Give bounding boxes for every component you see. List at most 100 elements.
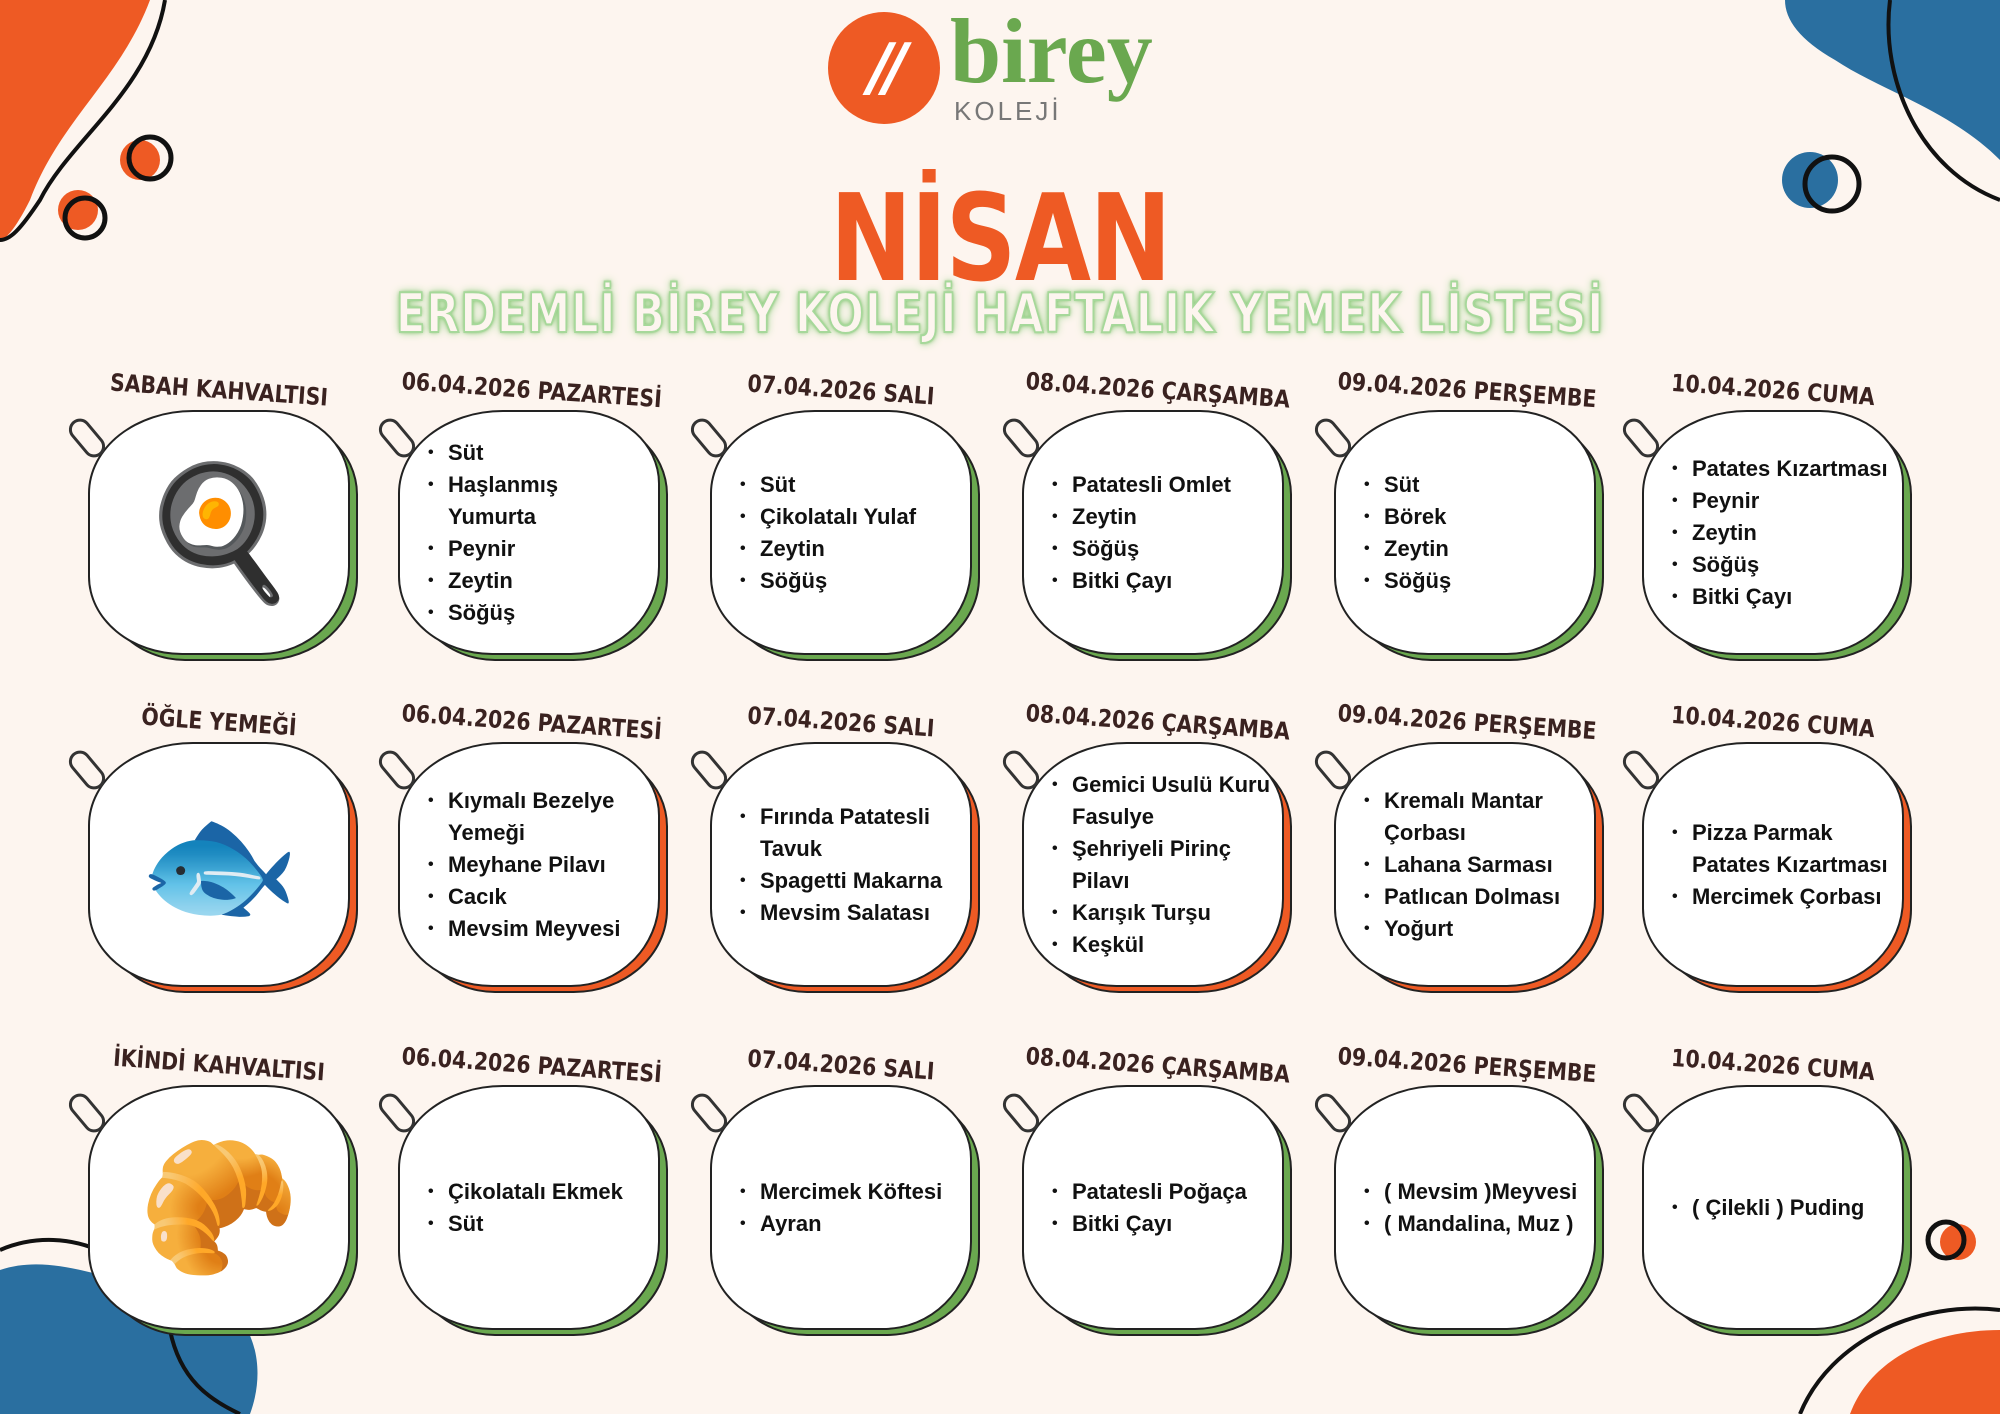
menu-card: SütÇikolatalı YulafZeytinSöğüş xyxy=(686,410,980,661)
menu-list: Kıymalı Bezelye YemeğiMeyhane PilavıCacı… xyxy=(422,785,648,945)
menu-card: SütBörekZeytinSöğüş xyxy=(1310,410,1604,661)
menu-card: Pizza Parmak Patates KızartmasıMercimek … xyxy=(1618,742,1912,993)
menu-item: Zeytin xyxy=(422,565,648,597)
fish-plate-icon: 🐟 xyxy=(138,791,300,937)
menu-list: Fırında Patatesli TavukSpagetti MakarnaM… xyxy=(734,801,960,929)
menu-item: ( Mandalina, Muz ) xyxy=(1358,1208,1577,1240)
menu-list: Mercimek KöftesiAyran xyxy=(734,1176,942,1240)
menu-card: SütHaşlanmış YumurtaPeynirZeytinSöğüş xyxy=(374,410,668,661)
menu-item: Lahana Sarması xyxy=(1358,849,1584,881)
menu-item: Karışık Turşu xyxy=(1046,897,1272,929)
menu-item: Patatesli Poğaça xyxy=(1046,1176,1247,1208)
menu-item: Kremalı Mantar Çorbası xyxy=(1358,785,1584,849)
meal-image-card: 🍳 xyxy=(64,410,358,661)
menu-list: Patatesli PoğaçaBitki Çayı xyxy=(1046,1176,1247,1240)
menu-item: Yoğurt xyxy=(1358,913,1584,945)
menu-card: Fırında Patatesli TavukSpagetti MakarnaM… xyxy=(686,742,980,993)
menu-item: Patates Kızartması xyxy=(1666,453,1888,485)
menu-list: SütÇikolatalı YulafZeytinSöğüş xyxy=(734,469,916,597)
menu-item: Söğüş xyxy=(1046,533,1231,565)
menu-list: Patatesli OmletZeytinSöğüşBitki Çayı xyxy=(1046,469,1231,597)
logo-sub: KOLEJİ xyxy=(954,96,1062,126)
menu-card: Kıymalı Bezelye YemeğiMeyhane PilavıCacı… xyxy=(374,742,668,993)
card-face: Gemici Usulü Kuru FasulyeŞehriyeli Pirin… xyxy=(1022,742,1284,987)
menu-list: Patates KızartmasıPeynirZeytinSöğüşBitki… xyxy=(1666,453,1888,613)
menu-item: Gemici Usulü Kuru Fasulye xyxy=(1046,769,1272,833)
logo-name: birey xyxy=(950,0,1153,102)
card-face: Çikolatalı EkmekSüt xyxy=(398,1085,660,1330)
menu-item: Zeytin xyxy=(1358,533,1451,565)
menu-item: Süt xyxy=(422,1208,623,1240)
card-face: Patatesli OmletZeytinSöğüşBitki Çayı xyxy=(1022,410,1284,655)
menu-item: Fırında Patatesli Tavuk xyxy=(734,801,960,865)
logo-mark-icon: // xyxy=(828,12,940,124)
card-face: SütBörekZeytinSöğüş xyxy=(1334,410,1596,655)
menu-card: Patatesli OmletZeytinSöğüşBitki Çayı xyxy=(998,410,1292,661)
menu-item: Süt xyxy=(734,469,916,501)
menu-item: Söğüş xyxy=(734,565,916,597)
card-face: Patatesli PoğaçaBitki Çayı xyxy=(1022,1085,1284,1330)
card-face: ( Çilekli ) Puding xyxy=(1642,1085,1904,1330)
menu-item: Patatesli Omlet xyxy=(1046,469,1231,501)
card-face: 🥐 xyxy=(88,1085,350,1330)
menu-item: Peynir xyxy=(1666,485,1888,517)
menu-item: Mevsim Salatası xyxy=(734,897,960,929)
menu-item: Ayran xyxy=(734,1208,942,1240)
menu-item: Söğüş xyxy=(1358,565,1451,597)
menu-list: Pizza Parmak Patates KızartmasıMercimek … xyxy=(1666,817,1892,913)
menu-card: Patates KızartmasıPeynirZeytinSöğüşBitki… xyxy=(1618,410,1912,661)
menu-item: Patlıcan Dolması xyxy=(1358,881,1584,913)
menu-item: Pizza Parmak Patates Kızartması xyxy=(1666,817,1892,881)
card-face: Pizza Parmak Patates KızartmasıMercimek … xyxy=(1642,742,1904,987)
menu-item: Spagetti Makarna xyxy=(734,865,960,897)
menu-card: ( Mevsim )Meyvesi( Mandalina, Muz ) xyxy=(1310,1085,1604,1336)
menu-item: Cacık xyxy=(422,881,648,913)
menu-card: Gemici Usulü Kuru FasulyeŞehriyeli Pirin… xyxy=(998,742,1292,993)
card-face: 🍳 xyxy=(88,410,350,655)
menu-list: Kremalı Mantar ÇorbasıLahana SarmasıPatl… xyxy=(1358,785,1584,945)
menu-item: Kıymalı Bezelye Yemeği xyxy=(422,785,648,849)
menu-card: Patatesli PoğaçaBitki Çayı xyxy=(998,1085,1292,1336)
menu-item: Şehriyeli Pirinç Pilavı xyxy=(1046,833,1272,897)
breakfast-plate-icon: 🍳 xyxy=(138,459,300,605)
menu-item: Bitki Çayı xyxy=(1046,1208,1247,1240)
menu-item: Börek xyxy=(1358,501,1451,533)
menu-card: Mercimek KöftesiAyran xyxy=(686,1085,980,1336)
croissant-plate-icon: 🥐 xyxy=(138,1134,300,1280)
month-title: NİSAN xyxy=(829,170,1172,309)
menu-subtitle: ERDEMLİ BİREY KOLEJİ HAFTALIK YEMEK LİST… xyxy=(395,281,1605,346)
menu-item: ( Çilekli ) Puding xyxy=(1666,1192,1864,1224)
birey-logo: // birey KOLEJİ xyxy=(828,0,1188,130)
card-face: Kremalı Mantar ÇorbasıLahana SarmasıPatl… xyxy=(1334,742,1596,987)
meal-image-card: 🐟 xyxy=(64,742,358,993)
menu-item: Meyhane Pilavı xyxy=(422,849,648,881)
menu-item: ( Mevsim )Meyvesi xyxy=(1358,1176,1577,1208)
menu-item: Süt xyxy=(422,437,648,469)
menu-item: Peynir xyxy=(422,533,648,565)
menu-item: Bitki Çayı xyxy=(1666,581,1888,613)
menu-item: Çikolatalı Ekmek xyxy=(422,1176,623,1208)
card-face: ( Mevsim )Meyvesi( Mandalina, Muz ) xyxy=(1334,1085,1596,1330)
menu-item: Zeytin xyxy=(1046,501,1231,533)
menu-card: ( Çilekli ) Puding xyxy=(1618,1085,1912,1336)
menu-item: Söğüş xyxy=(1666,549,1888,581)
menu-list: SütBörekZeytinSöğüş xyxy=(1358,469,1451,597)
menu-item: Mercimek Çorbası xyxy=(1666,881,1892,913)
menu-card: Çikolatalı EkmekSüt xyxy=(374,1085,668,1336)
menu-list: Çikolatalı EkmekSüt xyxy=(422,1176,623,1240)
menu-item: Mercimek Köftesi xyxy=(734,1176,942,1208)
menu-list: ( Mevsim )Meyvesi( Mandalina, Muz ) xyxy=(1358,1176,1577,1240)
meal-image-card: 🥐 xyxy=(64,1085,358,1336)
card-face: Mercimek KöftesiAyran xyxy=(710,1085,972,1330)
card-face: SütHaşlanmış YumurtaPeynirZeytinSöğüş xyxy=(398,410,660,655)
card-face: Kıymalı Bezelye YemeğiMeyhane PilavıCacı… xyxy=(398,742,660,987)
menu-item: Zeytin xyxy=(734,533,916,565)
menu-list: SütHaşlanmış YumurtaPeynirZeytinSöğüş xyxy=(422,437,648,629)
menu-item: Keşkül xyxy=(1046,929,1272,961)
menu-list: ( Çilekli ) Puding xyxy=(1666,1192,1864,1224)
menu-item: Çikolatalı Yulaf xyxy=(734,501,916,533)
menu-item: Süt xyxy=(1358,469,1451,501)
menu-card: Kremalı Mantar ÇorbasıLahana SarmasıPatl… xyxy=(1310,742,1604,993)
menu-item: Bitki Çayı xyxy=(1046,565,1231,597)
